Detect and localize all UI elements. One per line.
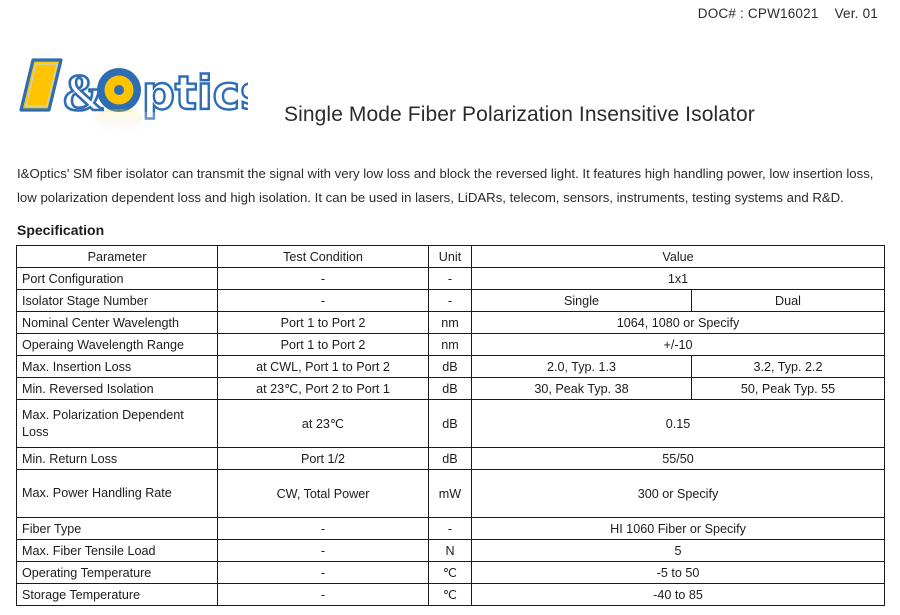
cell-parameter: Isolator Stage Number (16, 289, 218, 312)
cell-parameter: Port Configuration (16, 267, 218, 290)
page-title: Single Mode Fiber Polarization Insensiti… (284, 103, 755, 126)
document-header: DOC# : CPW16021 Ver. 01 (698, 6, 878, 21)
table-row: Operaing Wavelength Range Port 1 to Port … (16, 333, 885, 356)
cell-value: 0.15 (471, 399, 885, 448)
cell-unit: dB (428, 355, 472, 378)
cell-unit: dB (428, 399, 472, 448)
table-row: Operating Temperature - ℃ -5 to 50 (16, 561, 885, 584)
logo-graphic: & ptics (19, 58, 248, 134)
cell-value: 1064, 1080 or Specify (471, 311, 885, 334)
cell-value-single: 30, Peak Typ. 38 (471, 377, 692, 400)
cell-unit: dB (428, 447, 472, 470)
cell-parameter: Operating Temperature (16, 561, 218, 584)
cell-unit: mW (428, 469, 472, 518)
cell-test-condition: at CWL, Port 1 to Port 2 (217, 355, 429, 378)
cell-test-condition: at 23℃, Port 2 to Port 1 (217, 377, 429, 400)
table-row: Nominal Center Wavelength Port 1 to Port … (16, 311, 885, 334)
cell-parameter: Max. Polarization Dependent Loss (16, 399, 218, 448)
table-row: Storage Temperature - ℃ -40 to 85 (16, 583, 885, 606)
cell-test-condition: - (217, 267, 429, 290)
cell-value: 5 (471, 539, 885, 562)
cell-value: HI 1060 Fiber or Specify (471, 517, 885, 540)
cell-value: 300 or Specify (471, 469, 885, 518)
cell-value-single: Single (471, 289, 692, 312)
cell-test-condition: CW, Total Power (217, 469, 429, 518)
cell-unit: dB (428, 377, 472, 400)
cell-unit: nm (428, 333, 472, 356)
table-row: Port Configuration - -1x1 (16, 267, 885, 290)
table-row: Max. Fiber Tensile Load - N 5 (16, 539, 885, 562)
cell-value-single: 2.0, Typ. 1.3 (471, 355, 692, 378)
column-header-test-condition: Test Condition (217, 245, 429, 268)
table-row: Max. Power Handling Rate CW, Total Power m… (16, 469, 885, 518)
cell-test-condition: at 23℃ (217, 399, 429, 448)
cell-parameter: Nominal Center Wavelength (16, 311, 218, 334)
cell-value: -5 to 50 (471, 561, 885, 584)
logo-lens-o (97, 68, 141, 112)
cell-test-condition: Port 1 to Port 2 (217, 333, 429, 356)
cell-unit: ℃ (428, 583, 472, 606)
cell-parameter: Max. Power Handling Rate (16, 469, 218, 518)
cell-test-condition: - (217, 539, 429, 562)
specification-table: Parameter Test Condition Unit Value Port… (16, 245, 885, 606)
cell-parameter: Min. Reversed Isolation (16, 377, 218, 400)
document-number: DOC# : CPW16021 (697, 6, 819, 21)
product-description: I&Optics' SM fiber isolator can transmit… (17, 166, 874, 205)
table-row: Isolator Stage Number - - Single Dual (16, 289, 885, 312)
cell-unit: N (428, 539, 472, 562)
cell-unit: ℃ (428, 561, 472, 584)
table-row: Max. Polarization Dependent Loss at 23℃ dB… (16, 399, 885, 448)
table-header-row: Parameter Test Condition Unit Value (16, 245, 885, 268)
logo-reflection (71, 109, 176, 134)
cell-unit: - (428, 517, 472, 540)
table-row: Max. Insertion Loss at CWL, Port 1 to Por… (16, 355, 885, 378)
cell-value-dual: 3.2, Typ. 2.2 (691, 355, 885, 378)
cell-test-condition: - (217, 289, 429, 312)
cell-value-dual: Dual (691, 289, 885, 312)
svg-text:ptics: ptics (142, 66, 248, 120)
cell-parameter: Fiber Type (16, 517, 218, 540)
cell-test-condition: - (217, 561, 429, 584)
cell-value: 1x1 (471, 267, 885, 290)
column-header-parameter: Parameter (16, 245, 218, 268)
document-version: Ver. 01 (834, 6, 878, 21)
cell-value: +/-10 (471, 333, 885, 356)
column-header-unit: Unit (428, 245, 472, 268)
company-logo: & ptics (16, 52, 248, 134)
cell-unit: nm (428, 311, 472, 334)
cell-unit: - (428, 267, 472, 290)
specification-table-wrapper: Parameter Test Condition Unit Value Port… (16, 245, 885, 606)
table-row: Fiber Type - - HI 1060 Fiber or Specify (16, 517, 885, 540)
cell-value: -40 to 85 (471, 583, 885, 606)
column-header-value: Value (471, 245, 885, 268)
cell-test-condition: Port 1/2 (217, 447, 429, 470)
cell-value: 55/50 (471, 447, 885, 470)
table-row: Min. Reversed Isolation at 23℃, Port 2 to… (16, 377, 885, 400)
cell-test-condition: - (217, 517, 429, 540)
cell-unit: - (428, 289, 472, 312)
cell-parameter: Operaing Wavelength Range (16, 333, 218, 356)
specification-heading: Specification (17, 222, 105, 238)
cell-parameter: Storage Temperature (16, 583, 218, 606)
table-row: Min. Return Loss Port 1/2 dB 55/50 (16, 447, 885, 470)
table-body: Port Configuration - -1x1 Isolator Stage Nu… (16, 267, 885, 606)
cell-test-condition: - (217, 583, 429, 606)
cell-value-dual: 50, Peak Typ. 55 (691, 377, 885, 400)
cell-parameter: Max. Insertion Loss (16, 355, 218, 378)
logo-wordmark-ptics: ptics (141, 65, 248, 121)
logo-letter-i (19, 58, 63, 112)
cell-parameter: Max. Fiber Tensile Load (16, 539, 218, 562)
cell-test-condition: Port 1 to Port 2 (217, 311, 429, 334)
cell-parameter: Min. Return Loss (16, 447, 218, 470)
